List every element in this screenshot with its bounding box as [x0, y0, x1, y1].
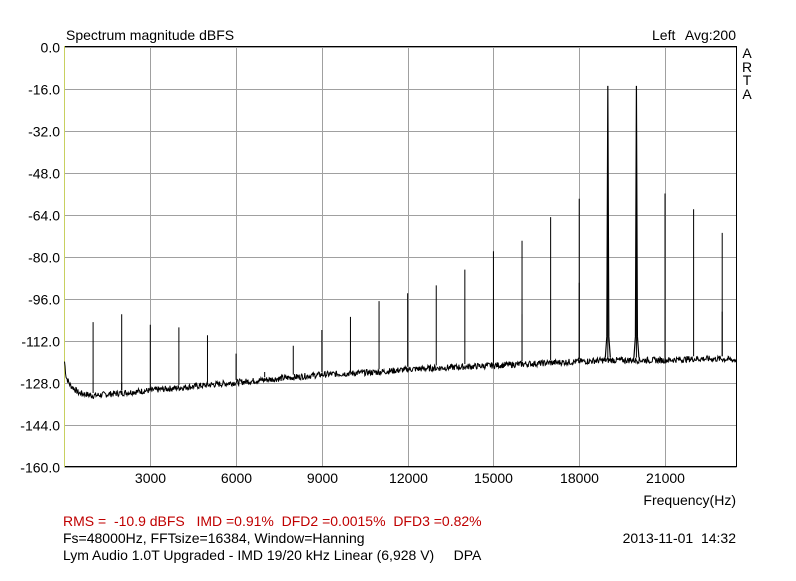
x-tick-label: 6000 — [221, 470, 252, 486]
brand-letter: A — [742, 85, 752, 102]
x-tick-label: 12000 — [389, 470, 428, 486]
brand-letter: R — [741, 58, 753, 75]
brand-letter: A — [742, 45, 752, 61]
y-tick-label: -48.0 — [28, 166, 60, 182]
noise-floor-line — [64, 354, 737, 400]
y-tick-label: -80.0 — [28, 250, 60, 266]
y-tick-label: -128.0 — [20, 376, 60, 392]
y-tick-label: -144.0 — [20, 418, 60, 434]
chart-title: Spectrum magnitude dBFS — [66, 27, 234, 43]
measurement-datetime: 2013-11-01 14:32 — [622, 530, 736, 546]
fft-parameters: Fs=48000Hz, FFTsize=16384, Window=Hannin… — [63, 530, 365, 546]
brand-letter: T — [742, 72, 752, 88]
x-tick-label: 9000 — [307, 470, 338, 486]
x-tick-label: 3000 — [135, 470, 166, 486]
y-tick-label: -96.0 — [28, 292, 60, 308]
spectrum-peak — [633, 85, 640, 358]
y-tick-label: -16.0 — [28, 82, 60, 98]
avg-label: Avg:200 — [685, 27, 736, 43]
y-tick-label: 0.0 — [41, 40, 61, 56]
y-tick-label: -112.0 — [21, 334, 60, 350]
y-tick-label: -64.0 — [28, 208, 60, 224]
measurement-summary: RMS = -10.9 dBFS IMD =0.91% DFD2 =0.0015… — [63, 513, 482, 529]
spectrum-trace — [64, 85, 737, 400]
x-tick-label: 15000 — [474, 470, 513, 486]
x-tick-labels: 3000 6000 9000 12000 15000 18000 21000 — [135, 470, 685, 486]
spectrum-peak — [604, 85, 611, 358]
arta-brand: A R T A — [740, 45, 754, 102]
measurement-title: Lym Audio 1.0T Upgraded - IMD 19/20 kHz … — [63, 547, 482, 563]
x-tick-label: 21000 — [646, 470, 685, 486]
y-tick-labels: 0.0 -16.0 -32.0 -48.0 -64.0 -80.0 -96.0 -112.0 -… — [20, 40, 60, 476]
y-tick-label: -32.0 — [28, 124, 60, 140]
x-axis-label: Frequency(Hz) — [643, 492, 736, 508]
y-tick-label: -160.0 — [20, 460, 60, 476]
x-tick-label: 18000 — [560, 470, 599, 486]
channel-label: Left — [652, 27, 675, 43]
